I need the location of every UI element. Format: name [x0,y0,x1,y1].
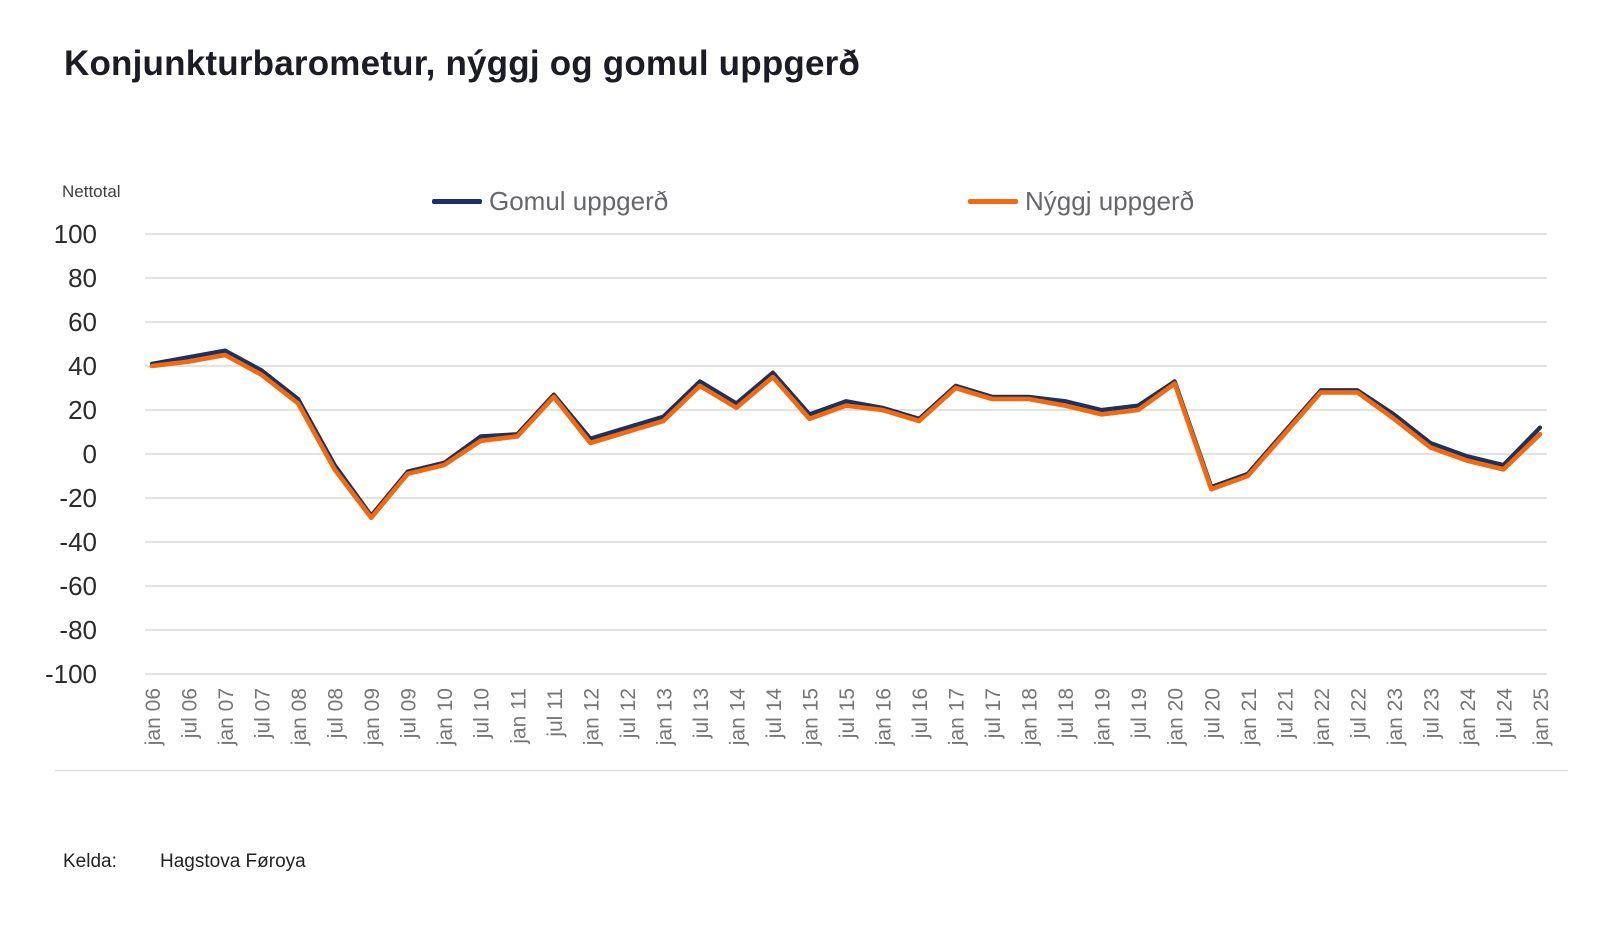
legend-item-nyggj: Nýggj uppgerð [968,186,1194,216]
legend-label-gomul: Gomul uppgerð [489,186,669,216]
x-tick-label-jul-19: jul 19 [1128,688,1151,739]
legend-line-swatch-gomul [432,198,482,204]
x-tick-label-jan-15: jan 15 [799,688,822,746]
x-tick-label-jan-14: jan 14 [726,688,749,747]
x-tick-label-jan-16: jan 16 [873,688,896,746]
x-tick-label-jul-12: jul 12 [617,688,640,739]
y-tick-label-0: 0 [83,439,97,469]
legend-label-nyggj: Nýggj uppgerð [1025,186,1195,216]
x-tick-label-jul-18: jul 18 [1055,688,1078,739]
y-tick-label--100: -100 [45,659,97,689]
y-axis-title: Nettotal [62,182,121,201]
x-tick-label-jul-06: jul 06 [179,688,202,739]
y-tick-label--20: -20 [59,483,97,513]
x-tick-label-jan-19: jan 19 [1092,688,1115,746]
x-tick-label-jan-09: jan 09 [361,688,384,746]
x-tick-label-jan-20: jan 20 [1165,688,1188,746]
source-value: Hagstova Føroya [160,851,306,872]
x-tick-label-jul-17: jul 17 [982,688,1005,739]
y-tick-label--60: -60 [59,571,97,601]
y-tick-label-40: 40 [68,351,97,381]
x-tick-label-jul-08: jul 08 [325,688,348,739]
legend-line-swatch-nyggj [968,198,1018,204]
x-tick-label-jul-22: jul 22 [1347,688,1370,739]
x-tick-label-jul-21: jul 21 [1274,688,1297,739]
x-tick-label-jul-13: jul 13 [690,688,713,739]
x-tick-label-jan-21: jan 21 [1238,688,1261,746]
legend-item-gomul: Gomul uppgerð [432,186,668,216]
x-tick-label-jul-07: jul 07 [252,688,275,739]
x-tick-label-jan-23: jan 23 [1384,688,1407,746]
y-tick-label-80: 80 [68,263,97,293]
source-row: Kelda: Hagstova Føroya [0,851,1622,875]
x-tick-label-jan-08: jan 08 [288,688,311,746]
x-tick-label-jul-23: jul 23 [1420,688,1443,739]
x-tick-label-jan-06: jan 06 [142,688,165,746]
chart-title: Konjunkturbarometur, nýggj og gomul uppg… [64,44,861,83]
x-tick-label-jan-07: jan 07 [215,688,238,746]
x-tick-label-jan-18: jan 18 [1019,688,1042,746]
footer-divider [55,770,1568,771]
x-tick-label-jan-12: jan 12 [580,688,603,746]
y-tick-label-20: 20 [68,395,97,425]
y-tick-label-100: 100 [54,219,97,249]
x-tick-label-jan-11: jan 11 [507,688,530,745]
x-tick-label-jul-11: jul 11 [544,688,567,738]
y-tick-label-60: 60 [68,307,97,337]
x-tick-label-jul-20: jul 20 [1201,688,1224,739]
x-tick-label-jul-15: jul 15 [836,688,859,739]
series-line-nyggj [149,352,1543,521]
x-tick-label-jul-14: jul 14 [763,688,786,740]
x-tick-label-jan-25: jan 25 [1530,688,1553,746]
x-tick-label-jan-22: jan 22 [1311,688,1334,746]
y-tick-label--40: -40 [59,527,97,557]
series-line-gomul [149,348,1543,518]
x-tick-label-jan-10: jan 10 [434,688,457,746]
y-tick-label--80: -80 [59,615,97,645]
x-tick-label-jul-24: jul 24 [1493,688,1516,740]
x-tick-label-jul-10: jul 10 [471,688,494,739]
source-label: Kelda: [63,851,117,872]
x-tick-label-jan-24: jan 24 [1457,688,1480,747]
x-tick-label-jan-13: jan 13 [653,688,676,746]
x-tick-label-jul-16: jul 16 [909,688,932,739]
x-tick-label-jul-09: jul 09 [398,688,421,739]
x-tick-label-jan-17: jan 17 [946,688,969,746]
